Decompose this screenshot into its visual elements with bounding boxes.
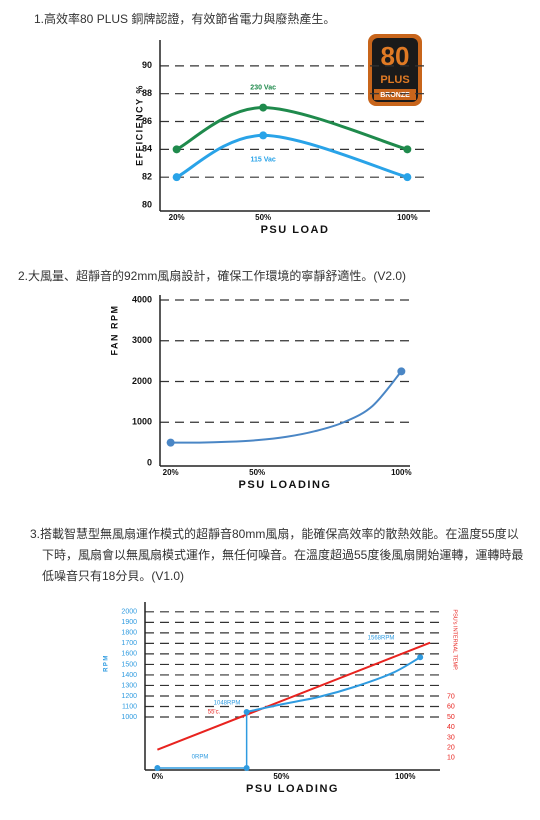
badge-band: [374, 89, 416, 100]
marker: [259, 103, 268, 112]
x-axis-label: PSU LOAD: [261, 224, 330, 236]
fanless-marker: [243, 765, 250, 771]
y2-tick-label: 50: [447, 714, 455, 721]
marker: [403, 145, 412, 154]
y-tick-label: 1900: [121, 619, 137, 626]
y2-tick-label: 30: [447, 734, 455, 741]
y-tick-label: 86: [142, 116, 152, 126]
caption: 3.搭載智慧型無風扇運作模式的超靜音80mm風扇，能確保高效率的散熱效能。在溫度…: [30, 527, 524, 583]
y-tick-label: 1400: [121, 672, 137, 679]
y-tick-label: 1100: [122, 703, 137, 710]
y-tick-label: 82: [142, 172, 152, 182]
y-tick-label: 3000: [132, 335, 152, 345]
series-line: [170, 370, 403, 444]
y-tick-label: 2000: [121, 609, 137, 616]
series-line: [157, 641, 431, 751]
y-tick-label: 90: [142, 60, 152, 70]
x-tick-label: 100%: [397, 213, 417, 222]
y2-tick-label: 70: [447, 694, 455, 701]
y-tick-label: 0: [147, 457, 152, 467]
series-line: [175, 106, 408, 151]
marker: [172, 173, 181, 182]
y-tick-label: 1500: [121, 661, 137, 668]
series-label: 230 Vac: [250, 84, 276, 91]
y-tick-label: 1200: [121, 693, 137, 700]
marker: [243, 708, 250, 715]
annotation: 1568RPM: [368, 636, 395, 642]
y-tick-label: 88: [142, 88, 152, 98]
y2-tick-label: 10: [447, 755, 455, 762]
x-tick-label: 0%: [152, 772, 164, 781]
series-label: 115 Vac: [251, 156, 276, 163]
caption: 2.大風量、超靜音的92mm風扇設計，確保工作環境的寧靜舒適性。(V2.0): [18, 269, 407, 283]
x-tick-label: 100%: [395, 772, 415, 781]
chart: 0 1000 2000 3000 4000 20% 50% 100% PSU LOADING FA…: [109, 294, 411, 491]
x-tick-label: 50%: [255, 213, 271, 222]
badge-body: [372, 38, 418, 102]
annotation: 55'c.: [208, 710, 221, 716]
y-tick-label: 1600: [121, 651, 137, 658]
y-tick-label: 1700: [121, 640, 137, 647]
x-tick-label: 50%: [249, 468, 265, 477]
x-axis-label: PSU LOADING: [246, 783, 339, 795]
y-tick-label: 1300: [121, 682, 137, 689]
y-tick-label: 1800: [121, 630, 137, 637]
y-tick-label: 4000: [132, 294, 152, 304]
marker: [417, 654, 424, 661]
y-tick-label: 84: [142, 144, 152, 154]
y-tick-label: 2000: [132, 376, 152, 386]
y2-tick-label: 40: [447, 724, 455, 731]
x-tick-label: 100%: [391, 468, 411, 477]
y-tick-label: 80: [142, 199, 152, 209]
badge-level: BRONZE: [380, 92, 410, 99]
x-tick-label: 50%: [273, 772, 289, 781]
marker: [259, 131, 268, 140]
y-tick-label: 1000: [132, 417, 152, 427]
marker: [166, 438, 175, 447]
marker: [172, 145, 181, 154]
series-line: [246, 656, 421, 713]
badge: 80 PLUS BRONZE: [368, 34, 422, 106]
y-axis-label: EFFICIENCY %: [134, 84, 144, 166]
caption: 1.高效率80 PLUS 銅牌認證，有效節省電力與廢熱產生。: [34, 12, 336, 26]
y2-tick-label: 60: [447, 704, 455, 711]
x-tick-label: 20%: [169, 213, 185, 222]
x-axis-label: PSU LOADING: [239, 479, 332, 491]
chart: 1000 1100 1200 1300 1400 1500 1600 1700 1800 1900…: [104, 602, 458, 795]
badge-brand: PLUS: [380, 74, 409, 86]
marker: [403, 173, 412, 182]
y2-axis-label: PSU's INTERNAL TEMP.: [452, 609, 458, 671]
annotation: 1048RPM: [214, 701, 241, 707]
series-line: [175, 133, 408, 179]
annotation: 0RPM: [192, 755, 209, 761]
y-axis-label: RPM: [104, 654, 110, 672]
y2-tick-label: 20: [447, 744, 455, 751]
x-tick-label: 20%: [163, 468, 179, 477]
y-axis-label: FAN RPM: [109, 305, 119, 356]
marker: [397, 367, 406, 376]
chart: 80 82 84 86 88 90 20% 50% 100% PSU LOAD EFFICIENCY…: [134, 40, 430, 236]
fanless-marker: [154, 765, 161, 771]
y-tick-label: 1000: [121, 714, 137, 721]
